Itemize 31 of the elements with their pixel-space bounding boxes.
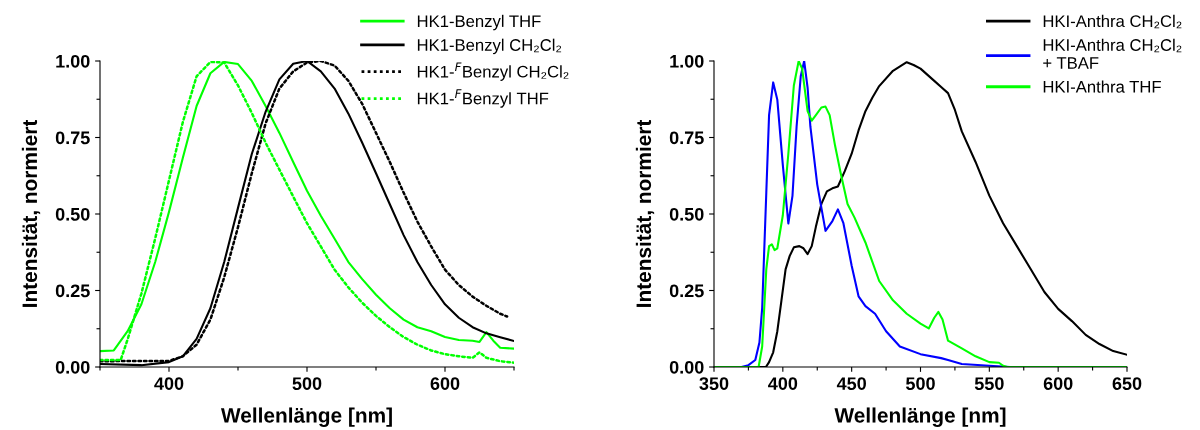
x-axis-title: Wellenlänge [nm] <box>220 407 392 427</box>
x-tick-label: 350 <box>699 377 729 391</box>
legend-label: HK1-$^{F}$Benzyl THF <box>417 89 549 108</box>
y-tick-label: 1.00 <box>670 54 704 68</box>
legend-label: HKI-Anthra CH₂Cl₂ <box>1043 14 1182 29</box>
x-tick-label: 650 <box>1112 377 1142 390</box>
x-tick-label: 550 <box>974 377 1004 390</box>
y-tick-label: 0.50 <box>55 207 90 221</box>
x-axis-title: Wellenlänge [nm] <box>834 407 1006 427</box>
y-tick-label: 0.25 <box>55 284 90 298</box>
y-tick-label: 0.75 <box>669 131 704 145</box>
y-axis-title: Intensität, normiert <box>635 119 655 307</box>
x-tick-label: 500 <box>905 377 935 390</box>
x-tick-label: 400 <box>154 377 184 390</box>
y-tick-label: 0.75 <box>55 131 90 145</box>
legend-label: HKI-Anthra THF <box>1043 80 1161 93</box>
y-tick-label: 0.00 <box>669 360 704 374</box>
x-tick-label: 500 <box>292 377 322 390</box>
y-tick-label: 1.00 <box>56 54 90 68</box>
x-tick-label: 600 <box>430 377 460 390</box>
y-tick-label: 0.50 <box>669 207 704 221</box>
y-tick-label: 0.25 <box>669 284 704 298</box>
x-tick-label: 450 <box>836 377 866 390</box>
legend-label: HK1-$^{F}$Benzyl CH₂Cl₂ <box>417 62 569 81</box>
x-tick-label: 400 <box>768 377 798 390</box>
legend-label: HK1-Benzyl CH₂Cl₂ <box>417 38 562 55</box>
y-axis-title: Intensität, normiert <box>21 119 41 307</box>
legend-label: HK1-Benzyl THF <box>417 14 541 31</box>
x-tick-label: 600 <box>1043 377 1073 390</box>
y-tick-label: 0.00 <box>55 360 90 374</box>
legend-label: HKI-Anthra CH₂Cl₂ + TBAF <box>1043 38 1182 69</box>
